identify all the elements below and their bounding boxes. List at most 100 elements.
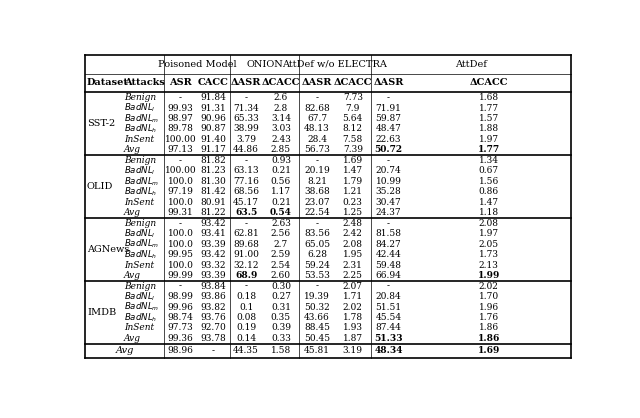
Text: 1.70: 1.70 (479, 292, 499, 301)
Text: 1.97: 1.97 (479, 135, 499, 144)
Text: AttDef w/o ELECTRA: AttDef w/o ELECTRA (282, 60, 387, 69)
Text: $\mathit{BadNL}_h$: $\mathit{BadNL}_h$ (124, 186, 157, 198)
Text: 90.87: 90.87 (200, 125, 226, 133)
Text: 65.33: 65.33 (234, 114, 259, 123)
Text: 2.08: 2.08 (479, 219, 499, 228)
Text: 3.03: 3.03 (271, 125, 291, 133)
Text: 93.86: 93.86 (200, 292, 226, 301)
Text: Avg: Avg (124, 208, 141, 217)
Text: 2.54: 2.54 (271, 261, 291, 270)
Text: 2.63: 2.63 (271, 219, 291, 228)
Text: -: - (387, 156, 390, 165)
Text: 42.44: 42.44 (376, 250, 401, 259)
Text: 93.42: 93.42 (200, 219, 226, 228)
Text: SST-2: SST-2 (87, 119, 115, 128)
Text: ΔASR: ΔASR (231, 79, 261, 87)
Text: 66.94: 66.94 (376, 271, 401, 280)
Text: 45.54: 45.54 (376, 313, 401, 322)
Text: 100.0: 100.0 (168, 229, 193, 238)
Text: 22.54: 22.54 (304, 208, 330, 217)
Text: 82.68: 82.68 (304, 104, 330, 112)
Text: 1.86: 1.86 (479, 324, 499, 332)
Text: 0.93: 0.93 (271, 156, 291, 165)
Text: 45.81: 45.81 (304, 346, 330, 355)
Text: -: - (387, 93, 390, 102)
Text: 91.17: 91.17 (200, 145, 226, 154)
Text: 1.77: 1.77 (479, 104, 499, 112)
Text: 0.27: 0.27 (271, 292, 291, 301)
Text: -: - (179, 219, 182, 228)
Text: -: - (316, 282, 319, 291)
Text: CACC: CACC (198, 79, 228, 87)
Text: 71.91: 71.91 (376, 104, 401, 112)
Text: Avg: Avg (124, 271, 141, 280)
Text: 93.32: 93.32 (200, 261, 226, 270)
Text: 2.08: 2.08 (343, 240, 363, 249)
Text: $\mathit{BadNL}_h$: $\mathit{BadNL}_h$ (124, 123, 157, 135)
Text: 2.02: 2.02 (479, 282, 499, 291)
Text: -: - (179, 93, 182, 102)
Text: 43.66: 43.66 (304, 313, 330, 322)
Text: 62.81: 62.81 (234, 229, 259, 238)
Text: 100.00: 100.00 (164, 135, 196, 144)
Text: 0.23: 0.23 (343, 198, 363, 207)
Text: 2.8: 2.8 (274, 104, 288, 112)
Text: 1.34: 1.34 (479, 156, 499, 165)
Text: -: - (212, 346, 214, 355)
Text: Benign: Benign (124, 156, 156, 165)
Text: 1.47: 1.47 (479, 198, 499, 207)
Text: $\mathit{BadNL}_m$: $\mathit{BadNL}_m$ (124, 175, 159, 188)
Text: Benign: Benign (124, 93, 156, 102)
Text: 1.77: 1.77 (477, 145, 500, 154)
Text: 0.35: 0.35 (271, 313, 291, 322)
Text: Avg: Avg (124, 145, 141, 154)
Text: 84.27: 84.27 (376, 240, 401, 249)
Text: 10.99: 10.99 (376, 177, 401, 186)
Text: 44.35: 44.35 (233, 346, 259, 355)
Text: 56.73: 56.73 (304, 145, 330, 154)
Text: 1.76: 1.76 (479, 313, 499, 322)
Text: 0.86: 0.86 (479, 187, 499, 196)
Text: 65.05: 65.05 (304, 240, 330, 249)
Text: 83.56: 83.56 (304, 229, 330, 238)
Text: 1.93: 1.93 (343, 324, 363, 332)
Text: 87.44: 87.44 (376, 324, 401, 332)
Text: 1.21: 1.21 (343, 187, 363, 196)
Text: ΔASR: ΔASR (373, 79, 404, 87)
Text: Attacks: Attacks (124, 79, 165, 87)
Text: Benign: Benign (124, 219, 156, 228)
Text: 0.54: 0.54 (270, 208, 292, 217)
Text: 23.07: 23.07 (304, 198, 330, 207)
Text: 100.0: 100.0 (168, 198, 193, 207)
Text: 91.84: 91.84 (200, 93, 226, 102)
Text: 0.18: 0.18 (236, 292, 256, 301)
Text: 48.13: 48.13 (304, 125, 330, 133)
Text: 0.21: 0.21 (271, 198, 291, 207)
Text: 98.74: 98.74 (168, 313, 193, 322)
Text: -: - (316, 93, 319, 102)
Text: 2.13: 2.13 (479, 261, 499, 270)
Text: 32.12: 32.12 (234, 261, 259, 270)
Text: 99.36: 99.36 (168, 334, 193, 343)
Text: 0.33: 0.33 (271, 334, 291, 343)
Text: 81.30: 81.30 (200, 177, 226, 186)
Text: 99.99: 99.99 (168, 271, 193, 280)
Text: -: - (179, 156, 182, 165)
Text: ΔCACC: ΔCACC (470, 79, 508, 87)
Text: 98.99: 98.99 (168, 292, 193, 301)
Text: 2.6: 2.6 (274, 93, 288, 102)
Text: 91.40: 91.40 (200, 135, 226, 144)
Text: 8.12: 8.12 (343, 125, 363, 133)
Text: 80.91: 80.91 (200, 198, 226, 207)
Text: 7.39: 7.39 (343, 145, 363, 154)
Text: 3.79: 3.79 (236, 135, 256, 144)
Text: $\mathit{BadNL}_h$: $\mathit{BadNL}_h$ (124, 248, 157, 261)
Text: 24.37: 24.37 (376, 208, 401, 217)
Text: 20.19: 20.19 (304, 166, 330, 176)
Text: $\mathit{BadNL}_l$: $\mathit{BadNL}_l$ (124, 291, 156, 303)
Text: 0.31: 0.31 (271, 303, 291, 311)
Text: Avg: Avg (124, 334, 141, 343)
Text: 5.64: 5.64 (342, 114, 363, 123)
Text: 68.9: 68.9 (235, 271, 257, 280)
Text: 100.0: 100.0 (168, 177, 193, 186)
